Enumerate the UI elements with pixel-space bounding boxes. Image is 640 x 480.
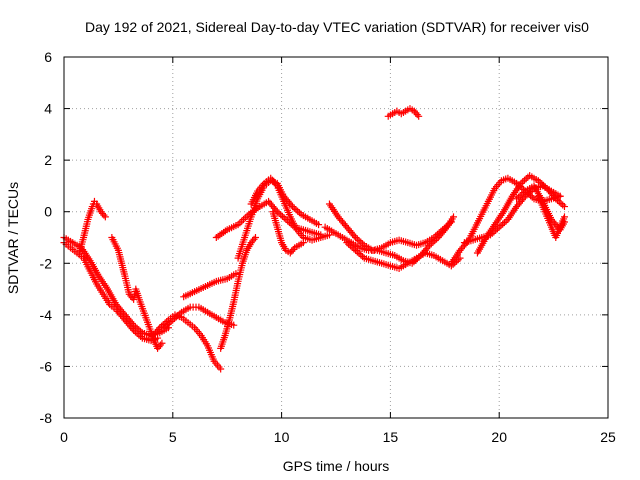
data-point — [217, 365, 225, 373]
data-series-track-p — [384, 105, 423, 120]
data-point — [560, 203, 568, 211]
data-point — [128, 319, 136, 327]
data-point — [299, 239, 307, 247]
data-point — [424, 243, 432, 251]
y-tick-label: -2 — [40, 255, 53, 271]
x-tick-label: 10 — [274, 429, 290, 445]
x-tick-label: 15 — [383, 429, 399, 445]
data-point — [413, 111, 421, 119]
data-series-track-l — [269, 208, 307, 257]
data-point — [154, 325, 162, 333]
data-point — [450, 213, 458, 221]
data-point — [415, 112, 423, 120]
data-series-track-d — [108, 234, 166, 352]
x-tick-label: 25 — [600, 429, 616, 445]
data-series-track-s — [473, 172, 568, 257]
chart-title: Day 192 of 2021, Sidereal Day-to-day VTE… — [85, 19, 589, 35]
data-series-track-c — [75, 197, 109, 257]
data-series-track-g — [180, 270, 240, 301]
data-series-track-u — [534, 192, 568, 241]
data-point — [289, 246, 297, 254]
y-tick-label: -8 — [40, 410, 53, 426]
data-point — [287, 201, 295, 209]
y-tick-label: 4 — [44, 101, 52, 117]
data-point — [230, 321, 238, 329]
plot-frame — [63, 56, 609, 419]
x-tick-label: 0 — [60, 429, 68, 445]
x-tick-label: 5 — [169, 429, 177, 445]
data-series-track-r — [460, 182, 564, 247]
data-point — [447, 218, 455, 226]
y-axis-label: SDTVAR / TECUs — [5, 182, 21, 294]
data-point — [156, 341, 164, 349]
data-series-track-n — [325, 200, 455, 254]
data-point — [100, 211, 108, 219]
data-point — [158, 339, 166, 347]
x-axis-label: GPS time / hours — [283, 458, 390, 474]
y-tick-label: -4 — [40, 307, 53, 323]
data-point — [250, 235, 258, 243]
data-point — [550, 193, 558, 201]
data-point — [101, 213, 109, 221]
data-point — [560, 213, 568, 221]
data-point — [556, 192, 564, 200]
x-tick-label: 20 — [491, 429, 507, 445]
data-series-track-b — [60, 234, 172, 339]
y-tick-label: 2 — [44, 152, 52, 168]
data-series-track-h — [217, 234, 259, 352]
data-series-track-k — [247, 174, 333, 244]
y-tick-label: -6 — [40, 358, 53, 374]
y-tick-label: 6 — [44, 49, 52, 65]
data-series-track-o — [343, 239, 464, 272]
data-point — [315, 221, 323, 229]
data-point — [350, 232, 358, 240]
plot-area-data — [60, 105, 568, 373]
data-point — [251, 234, 259, 241]
data-point — [232, 270, 240, 278]
y-tick-label: 0 — [44, 204, 52, 220]
